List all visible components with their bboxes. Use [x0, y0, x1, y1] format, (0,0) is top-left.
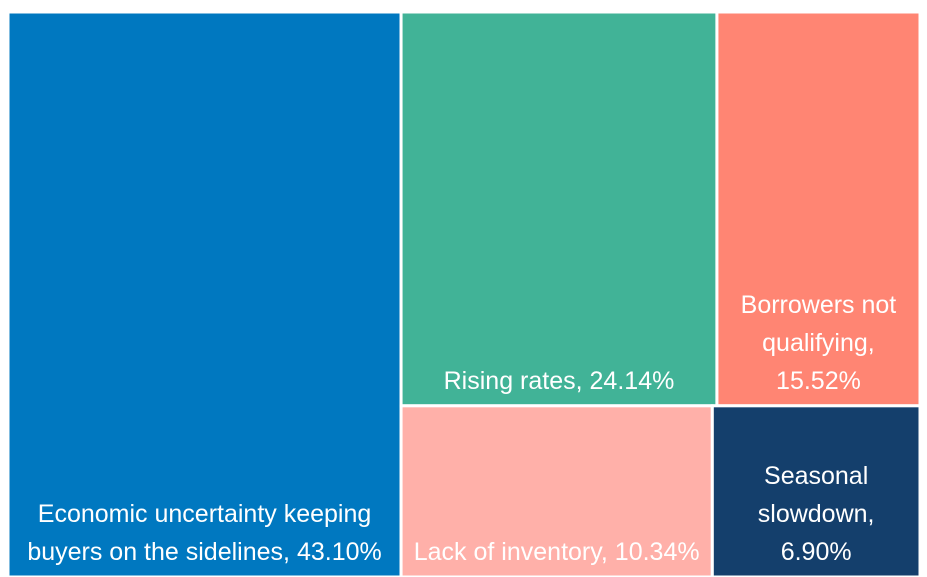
cell-label: Borrowers not qualifying, 15.52% — [717, 12, 920, 406]
treemap-cell — [710, 404, 922, 577]
cell-label-box: Seasonal slowdown, 6.90% — [712, 406, 920, 577]
category-label: Rising rates, — [443, 366, 583, 395]
category-label: Economic uncertainty keeping buyers on t… — [27, 500, 372, 566]
cell-label-box: Lack of inventory, 10.34% — [401, 406, 712, 577]
category-label: Borrowers not qualifying, — [740, 290, 897, 357]
cell-label-box: Rising rates, 24.14% — [401, 12, 717, 406]
cell-label: Seasonal slowdown, 6.90% — [712, 406, 920, 577]
cell-label-box: Economic uncertainty keeping buyers on t… — [8, 12, 401, 577]
cell-label: Rising rates, 24.14% — [401, 12, 717, 406]
value-label: 15.52% — [776, 366, 861, 395]
treemap-cell — [399, 10, 719, 408]
value-label: 6.90% — [780, 537, 852, 566]
cell-label-box: Borrowers not qualifying, 15.52% — [717, 12, 920, 406]
treemap-cell — [6, 10, 403, 577]
value-label: 24.14% — [589, 366, 675, 395]
cell-label: Economic uncertainty keeping buyers on t… — [8, 12, 401, 577]
category-label: Lack of inventory, — [413, 537, 608, 566]
treemap-cell — [399, 404, 714, 577]
value-label: 43.10% — [296, 538, 382, 566]
label-text: Lack of inventory, 10.34% — [414, 533, 700, 571]
label-text: Rising rates, 24.14% — [444, 362, 675, 400]
category-label: Seasonal slowdown, — [757, 461, 875, 528]
value-label: 10.34% — [614, 537, 700, 566]
treemap-cell — [715, 10, 922, 408]
label-text: Economic uncertainty keeping buyers on t… — [16, 495, 393, 571]
label-text: Borrowers not qualifying, 15.52% — [725, 286, 912, 400]
cell-label: Lack of inventory, 10.34% — [401, 406, 712, 577]
label-text: Seasonal slowdown, 6.90% — [720, 457, 912, 571]
